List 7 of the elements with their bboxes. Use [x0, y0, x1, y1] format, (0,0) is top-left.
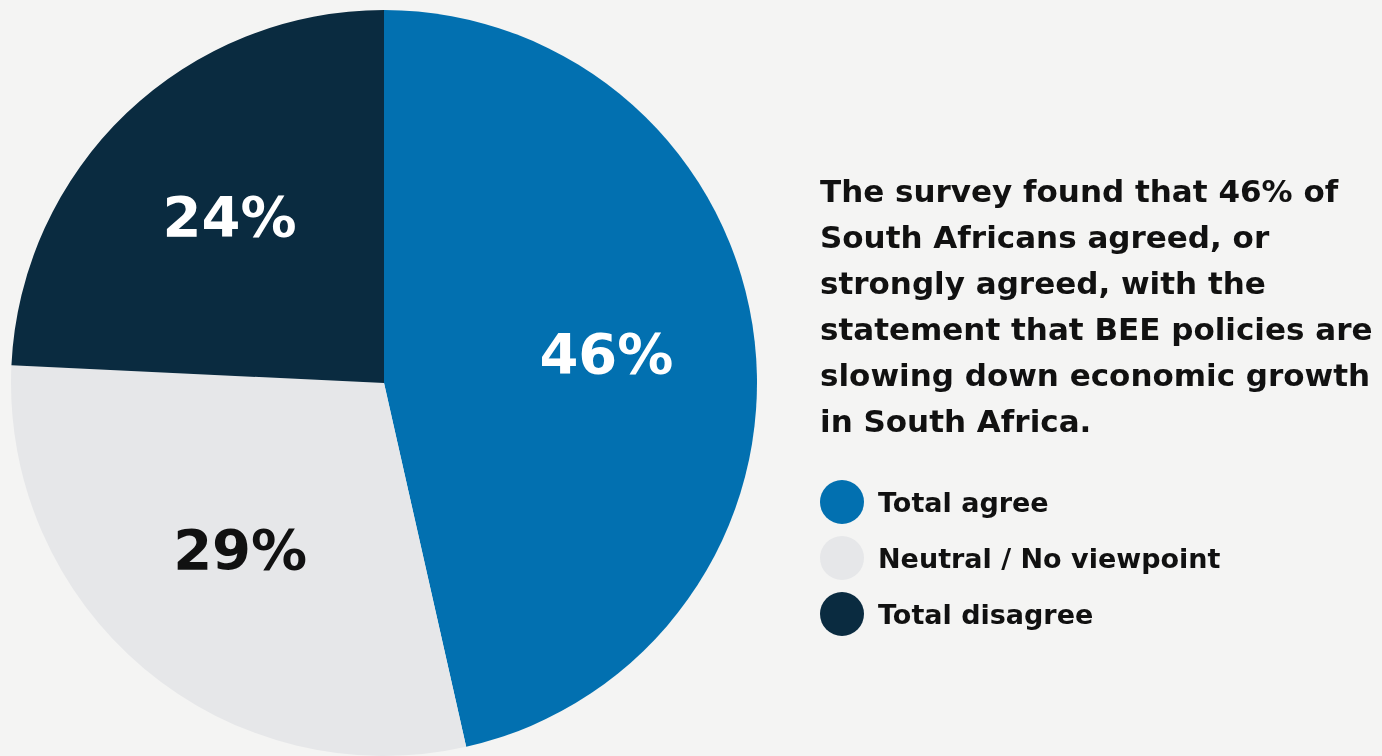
legend-label: Neutral / No viewpoint: [878, 542, 1221, 574]
legend-label: Total disagree: [878, 598, 1094, 630]
text: The survey found that 46% of South Africans agreed, or strongly agreed, with the statement that BEE policies are slowing down economic growth in South Africa.: [820, 172, 1374, 441]
data-label: 46%: [539, 320, 674, 386]
data-label: 29%: [173, 516, 308, 582]
data-label: 24%: [162, 183, 297, 249]
legend-label: Total agree: [878, 486, 1049, 518]
